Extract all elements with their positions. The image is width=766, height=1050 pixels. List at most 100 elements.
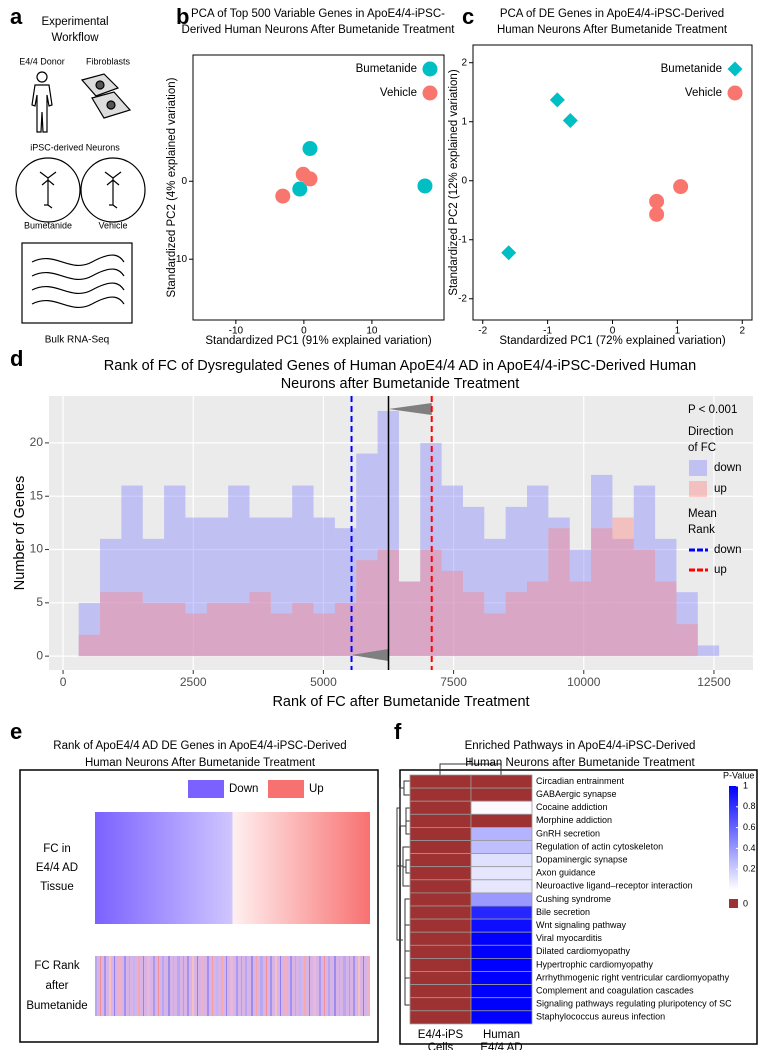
bar [484, 538, 506, 657]
x-tick-label: -1 [543, 326, 552, 337]
chart-title: Rank of FC of Dysregulated Genes of Huma… [104, 358, 696, 374]
bar [313, 613, 335, 657]
row-label: Staphylococcus aureus infection [536, 1012, 665, 1022]
bar [142, 538, 165, 657]
bar [228, 602, 250, 657]
legend-title: Mean [688, 508, 717, 520]
bar [676, 624, 698, 657]
heatmap-cell [409, 879, 472, 894]
plot-panel [49, 396, 753, 670]
y-tick-label: -10 [173, 254, 188, 265]
y-tick-label: -2 [458, 293, 467, 304]
y-tick-label: 15 [30, 488, 44, 502]
row-label: Regulation of actin cytoskeleton [536, 841, 663, 851]
heatmap-cell [409, 866, 472, 881]
colorbar-tick-label: 0.4 [743, 843, 756, 853]
y-tick-label: 1 [461, 116, 467, 127]
heatmap-cell [409, 892, 472, 907]
row-label: Dilated cardiomyopathy [536, 946, 631, 956]
bar [121, 592, 143, 657]
bar [441, 485, 463, 657]
y-tick-label: 20 [30, 435, 44, 449]
chart-title: Derived Human Neurons After Bumetanide T… [182, 24, 456, 36]
bar [78, 602, 101, 657]
bar [548, 528, 570, 657]
plot-panel [192, 54, 445, 321]
donor-label: E4/4 Donor [19, 56, 65, 66]
x-tick-label: 12500 [697, 675, 731, 689]
legend-marker [727, 61, 743, 77]
bar [612, 538, 634, 657]
bar [356, 560, 378, 657]
plot-panel [472, 44, 753, 321]
bar [676, 592, 698, 657]
row-label: FC in [43, 843, 70, 855]
bar [100, 538, 122, 657]
row-label: Hypertrophic cardiomyopathy [536, 959, 654, 969]
colorbar-tick-label: 0.6 [743, 822, 756, 832]
bar [185, 517, 207, 657]
legend-label: Vehicle [685, 87, 722, 99]
column-label: E4/4 AD [480, 1042, 522, 1050]
point [562, 113, 578, 129]
heatmap-cell [409, 905, 472, 920]
chart-title: Human Neurons after Bumetanide Treatment [465, 757, 695, 769]
x-tick-label: 10000 [567, 675, 601, 689]
bar [505, 592, 528, 657]
workflow-title: Experimental [41, 16, 108, 28]
bar [505, 506, 528, 657]
legend-label: Bumetanide [356, 63, 417, 75]
heatmap-cell [409, 774, 472, 789]
donor-icon [31, 71, 53, 133]
heatmap-cell [409, 787, 472, 802]
heatmap-cell [470, 958, 533, 972]
heatmap-cell [470, 787, 533, 802]
y-tick-label: 5 [36, 595, 43, 609]
point [649, 193, 665, 209]
heatmap-cell [470, 866, 533, 881]
fibroblast-label: Fibroblasts [86, 56, 131, 66]
annotation: P < 0.001 [688, 404, 737, 416]
point [302, 171, 318, 187]
bar [655, 538, 677, 657]
x-tick-label: 7500 [440, 675, 467, 689]
heatmap-cell [470, 853, 533, 868]
point [417, 178, 433, 194]
bar [313, 517, 335, 657]
heatmap-cell [409, 1010, 472, 1025]
point [549, 92, 565, 108]
treatment-label: Bumetanide [24, 220, 72, 230]
point [673, 179, 689, 195]
column-label: E4/4-iPS [418, 1029, 464, 1041]
heatmap-cell [409, 840, 472, 855]
bar [185, 613, 207, 657]
neuron-icon [39, 171, 57, 209]
row-label: Morphine addiction [536, 815, 612, 825]
column-label: Cells [428, 1042, 454, 1050]
heatmap-cell [470, 997, 533, 1012]
legend-label: Down [229, 783, 258, 795]
bar [484, 613, 506, 657]
bar [441, 570, 463, 657]
assay-label: Bulk RNA-Seq [45, 335, 109, 346]
x-tick-label: 10 [366, 326, 378, 337]
bar [121, 485, 143, 657]
row-label: Wnt signaling pathway [536, 920, 627, 930]
y-axis-label: Standardized PC2 (4% explained variation… [166, 77, 178, 297]
x-tick-label: 0 [610, 326, 616, 337]
fibroblast-icon [80, 73, 132, 119]
heatmap-cell [470, 971, 533, 986]
x-axis-label: Standardized PC1 (72% explained variatio… [499, 335, 725, 347]
heatmap-cell [409, 971, 472, 986]
y-axis-label: Standardized PC2 (12% explained variatio… [448, 69, 460, 295]
row-label: Neuroactive ligand–receptor interaction [536, 881, 693, 891]
panel-letter: f [394, 719, 402, 744]
panel-frame [399, 769, 758, 1045]
row-label: Signaling pathways regulating pluripoten… [536, 999, 732, 1009]
fc-rank-heatmap: Rank of ApoE4/4 AD DE Genes in ApoE4/4-i… [19, 740, 379, 1043]
column-dendrogram [439, 758, 502, 775]
point [501, 245, 517, 261]
bar [633, 485, 656, 657]
reads-icon [31, 254, 125, 309]
